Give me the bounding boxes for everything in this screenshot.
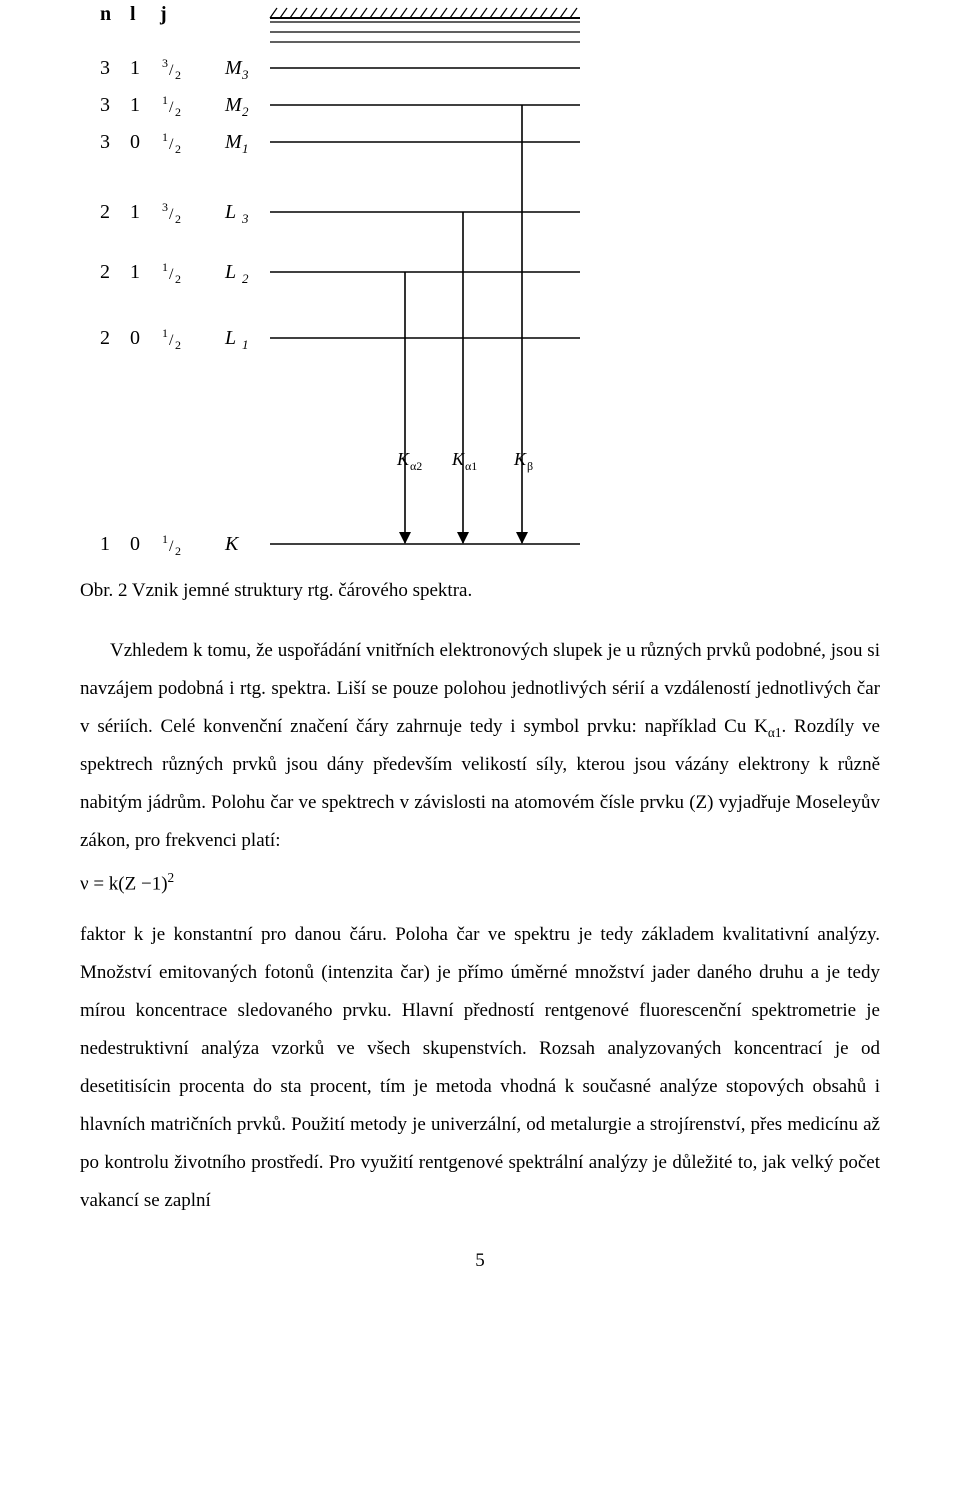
svg-text:0: 0 — [130, 131, 140, 153]
svg-text:1: 1 — [162, 130, 168, 144]
svg-text:2: 2 — [175, 338, 181, 352]
para1-subscript: α1 — [768, 725, 782, 740]
svg-text:3: 3 — [241, 211, 249, 226]
formula-body: ν = k(Z −1) — [80, 874, 168, 895]
svg-text:K: K — [513, 449, 527, 469]
moseley-formula: ν = k(Z −1)2 — [80, 870, 880, 895]
svg-text:α2: α2 — [410, 459, 422, 473]
svg-text:2: 2 — [175, 68, 181, 82]
svg-text:K: K — [224, 533, 240, 555]
diagram-svg: nlj313/2M3311/2M2301/2M1213/2L3211/2L220… — [80, 0, 580, 560]
figure-caption: Obr. 2 Vznik jemné struktury rtg. čárové… — [80, 580, 880, 602]
svg-text:3: 3 — [241, 67, 249, 82]
svg-text:/: / — [169, 136, 174, 153]
svg-text:α1: α1 — [465, 459, 477, 473]
svg-text:l: l — [130, 3, 136, 25]
svg-text:2: 2 — [100, 201, 110, 223]
svg-text:3: 3 — [100, 131, 110, 153]
formula-exponent: 2 — [168, 870, 175, 885]
svg-text:3: 3 — [100, 94, 110, 116]
svg-text:1: 1 — [130, 261, 140, 283]
svg-text:0: 0 — [130, 533, 140, 555]
svg-text:0: 0 — [130, 327, 140, 349]
svg-text:/: / — [169, 99, 174, 116]
svg-text:M: M — [224, 57, 243, 79]
svg-text:L: L — [224, 327, 236, 349]
svg-text:3: 3 — [162, 200, 168, 214]
svg-text:2: 2 — [175, 272, 181, 286]
svg-text:K: K — [396, 449, 410, 469]
svg-text:/: / — [169, 266, 174, 283]
energy-level-diagram: nlj313/2M3311/2M2301/2M1213/2L3211/2L220… — [80, 0, 880, 560]
svg-text:2: 2 — [242, 104, 249, 119]
svg-text:1: 1 — [130, 57, 140, 79]
page-number: 5 — [80, 1250, 880, 1272]
svg-text:2: 2 — [175, 142, 181, 156]
svg-text:2: 2 — [242, 271, 249, 286]
svg-text:1: 1 — [162, 532, 168, 546]
svg-text:1: 1 — [162, 93, 168, 107]
svg-text:1: 1 — [242, 337, 249, 352]
paragraph-2: faktor k je konstantní pro danou čáru. P… — [80, 916, 880, 1220]
svg-text:n: n — [100, 3, 111, 25]
svg-text:1: 1 — [242, 141, 249, 156]
svg-text:2: 2 — [175, 212, 181, 226]
svg-text:/: / — [169, 538, 174, 555]
paragraph-1: Vzhledem k tomu, že uspořádání vnitřních… — [80, 632, 880, 860]
svg-text:1: 1 — [100, 533, 110, 555]
svg-text:2: 2 — [175, 544, 181, 558]
svg-text:3: 3 — [162, 56, 168, 70]
svg-text:β: β — [527, 459, 533, 473]
svg-text:1: 1 — [130, 94, 140, 116]
svg-text:2: 2 — [100, 261, 110, 283]
svg-text:L: L — [224, 261, 236, 283]
svg-text:M: M — [224, 94, 243, 116]
svg-text:L: L — [224, 201, 236, 223]
svg-text:j: j — [159, 3, 167, 25]
svg-text:/: / — [169, 62, 174, 79]
svg-text:1: 1 — [162, 260, 168, 274]
para1-text-a: Vzhledem k tomu, že uspořádání vnitřních… — [80, 640, 880, 737]
svg-text:M: M — [224, 131, 243, 153]
svg-text:1: 1 — [130, 201, 140, 223]
svg-text:/: / — [169, 332, 174, 349]
svg-text:K: K — [451, 449, 465, 469]
svg-text:2: 2 — [100, 327, 110, 349]
svg-text:2: 2 — [175, 105, 181, 119]
svg-text:/: / — [169, 206, 174, 223]
svg-text:1: 1 — [162, 326, 168, 340]
svg-text:3: 3 — [100, 57, 110, 79]
